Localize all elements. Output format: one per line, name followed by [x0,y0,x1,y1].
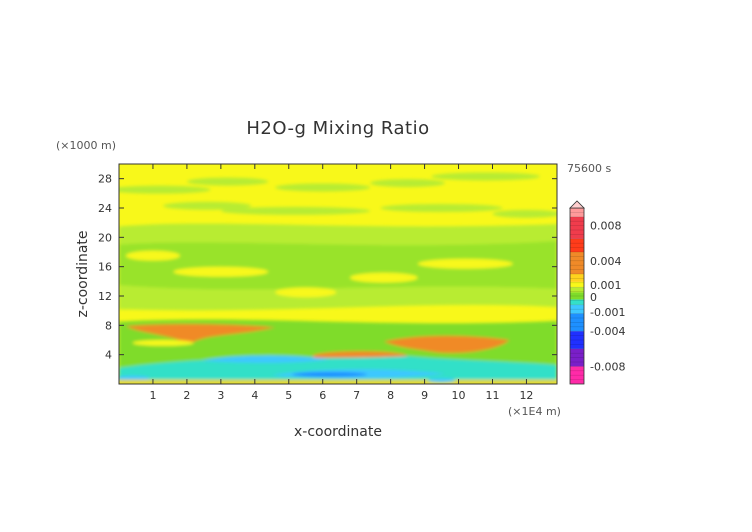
colorbar-band [570,313,584,332]
x-tick-label: 9 [421,389,428,402]
field-region [427,378,456,383]
y-axis-unit: (×1000 m) [56,139,116,152]
x-tick-label: 4 [251,389,258,402]
colorbar-band [570,292,584,300]
y-tick-label: 24 [98,202,112,215]
x-tick-label: 2 [183,389,190,402]
colorbar-band [570,281,584,288]
x-tick-label: 8 [387,389,394,402]
colorbar-label: 0.001 [590,279,622,292]
field-region [186,177,269,186]
x-tick-label: 7 [353,389,360,402]
field-region [349,272,418,283]
field-region [380,204,503,212]
field-region [173,266,269,277]
time-label: 75600 s [567,162,611,175]
x-tick-label: 12 [519,389,533,402]
x-axis-ticks: 1 2 3 4 5 6 7 8 9 10 11 12 [149,164,533,402]
colorbar-band [570,348,584,367]
field-region [275,183,371,192]
colorbar-label: 0.008 [590,220,622,233]
heatmap-field [119,164,557,384]
field-region [275,287,337,298]
y-tick-label: 12 [98,290,112,303]
field-region [119,185,211,194]
chart-title: H2O-g Mixing Ratio [246,118,429,139]
field-region [200,355,330,363]
field-region [417,258,513,269]
x-tick-label: 10 [452,389,466,402]
colorbar-label: -0.004 [590,325,625,338]
colorbar-band [570,252,584,274]
colorbar-label: 0 [590,291,597,304]
x-axis-label: x-coordinate [294,424,382,440]
x-tick-label: 3 [217,389,224,402]
field-region [292,371,367,377]
field-region [119,241,557,290]
colorbar-arrow [569,200,585,209]
plot-frame [118,163,558,385]
colorbar-band [570,331,584,349]
x-tick-label: 6 [319,389,326,402]
colorbar-band [570,208,584,217]
colorbar-band [570,274,584,282]
colorbar-label: -0.008 [590,360,625,373]
field-region [220,206,371,215]
colorbar-band [570,304,584,314]
field-region [431,172,541,181]
colorbar-band [570,287,584,293]
field-region [370,179,445,188]
field-region [383,335,510,353]
x-tick-label: 5 [285,389,292,402]
y-tick-label: 16 [98,261,112,274]
colorbar-label: 0.004 [590,255,622,268]
y-tick-label: 4 [105,349,112,362]
y-axis-label: z-coordinate [75,230,91,317]
field-region [119,375,150,381]
field-region [492,209,557,218]
field-region [125,250,181,261]
y-tick-label: 28 [98,173,112,186]
y-tick-label: 20 [98,231,112,244]
colorbar-band [570,216,584,239]
field-region [132,339,194,346]
x-tick-label: 1 [149,389,156,402]
colorbar-band [570,299,584,305]
field-region [119,379,557,384]
colorbar-label: -0.001 [590,306,625,319]
y-tick-label: 8 [105,319,112,332]
colorbar-band [570,238,584,252]
field-region [163,201,252,210]
field-region [125,323,276,345]
x-axis-unit: (×1E4 m) [508,405,561,418]
x-tick-label: 11 [485,389,499,402]
colorbar-band [570,366,584,384]
y-axis-ticks: 4 8 12 16 20 24 28 [98,173,557,362]
